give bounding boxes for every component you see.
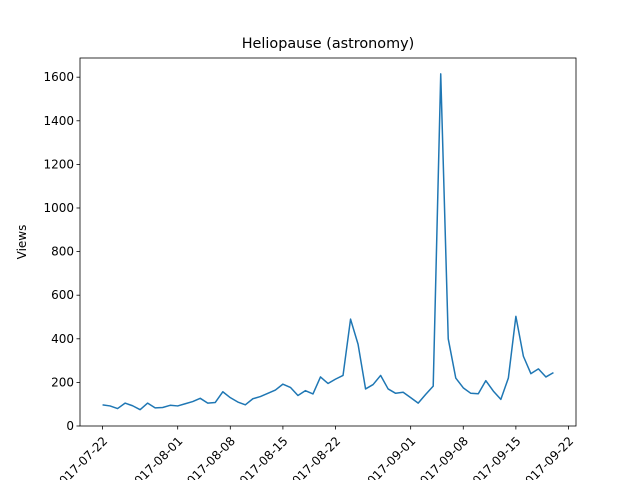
x-tick-label: 2017-08-22 <box>284 434 343 480</box>
x-tick-label: 2017-08-08 <box>179 434 238 480</box>
y-tick-label: 0 <box>66 419 74 433</box>
x-tick-label: 2017-09-08 <box>412 434 471 480</box>
x-tick-label: 2017-07-22 <box>51 434 110 480</box>
y-tick-label: 400 <box>51 332 74 346</box>
data-line <box>102 73 554 411</box>
y-tick-label: 1200 <box>43 157 74 171</box>
x-tick-label: 2017-09-01 <box>359 434 418 480</box>
y-tick-label: 1400 <box>43 114 74 128</box>
y-tick-label: 1000 <box>43 201 74 215</box>
y-tick-label: 800 <box>51 245 74 259</box>
y-tick-label: 600 <box>51 288 74 302</box>
x-tick-label: 2017-08-01 <box>126 434 185 480</box>
chart-title: Heliopause (astronomy) <box>242 36 415 52</box>
x-tick-label: 2017-08-15 <box>231 434 290 480</box>
y-tick-label: 200 <box>51 375 74 389</box>
y-axis-label: Views <box>15 225 29 260</box>
x-tick-label: 2017-09-15 <box>464 434 523 480</box>
plot-frame <box>79 57 577 427</box>
x-tick-label: 2017-09-22 <box>517 434 576 480</box>
y-tick-label: 1600 <box>43 70 74 84</box>
